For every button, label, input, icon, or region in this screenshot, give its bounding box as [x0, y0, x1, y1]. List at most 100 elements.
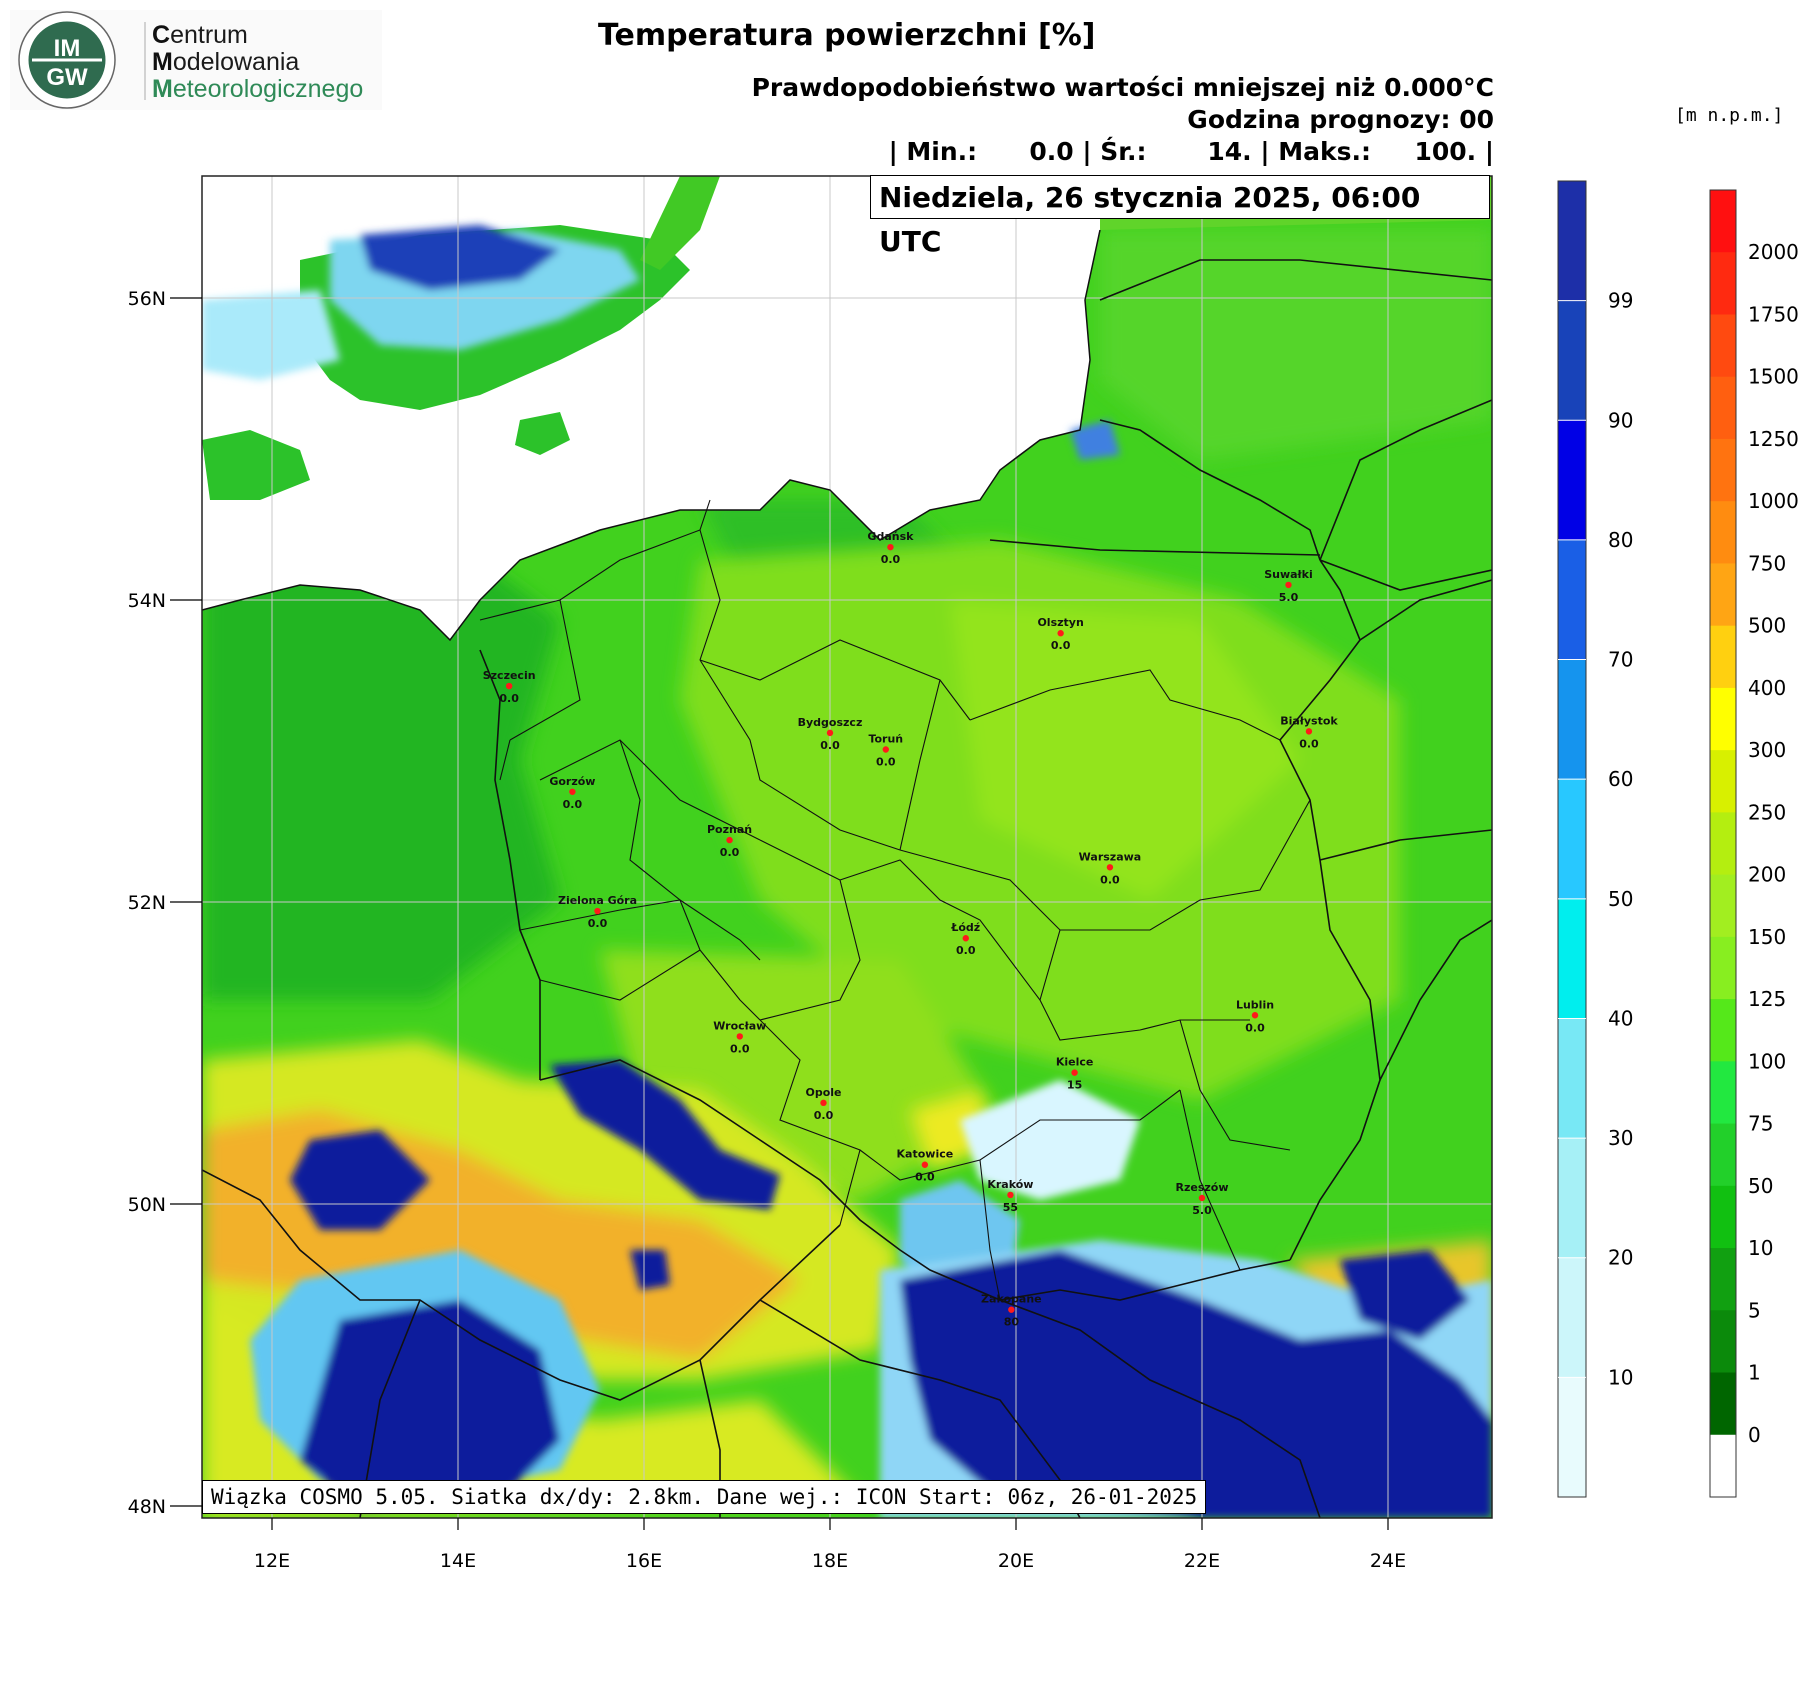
imgw-logo: IM GW Centrum Modelowania Meteorologiczn… — [10, 10, 382, 110]
city-value: 0.0 — [1299, 737, 1319, 750]
city-dot — [1071, 1069, 1078, 1076]
city-name: Szczecin — [483, 669, 536, 682]
elev-legend-label: 200 — [1748, 863, 1786, 887]
prob-legend-swatch — [1558, 1257, 1586, 1378]
elev-legend-label: 150 — [1748, 925, 1786, 949]
city-marker: Warszawa 0.0 — [1079, 850, 1142, 886]
city-marker: Katowice 0.0 — [897, 1148, 954, 1184]
elev-legend-swatch — [1710, 501, 1736, 564]
lon-label-24: 24E — [1370, 1550, 1406, 1572]
city-value: 5.0 — [1192, 1204, 1212, 1217]
city-marker: Suwałki 5.0 — [1264, 568, 1313, 604]
logo-line3: eteorologicznego — [172, 75, 364, 103]
map-field — [202, 176, 1492, 1518]
prob-legend-label: 90 — [1608, 408, 1633, 432]
city-marker: Łódź 0.0 — [950, 921, 980, 957]
city-marker: Olsztyn 0.0 — [1037, 616, 1083, 652]
city-name: Wrocław — [713, 1019, 766, 1032]
city-dot — [1198, 1194, 1206, 1202]
prob-legend-label: 70 — [1608, 648, 1633, 672]
danish-islands — [202, 430, 310, 500]
elev-legend-swatch — [1710, 874, 1736, 938]
city-value: 0.0 — [1100, 873, 1120, 886]
city-marker: Zakopane 80 — [981, 1293, 1042, 1329]
city-value: 0.0 — [881, 553, 901, 566]
city-value: 80 — [1004, 1316, 1020, 1329]
city-name: Poznań — [707, 823, 752, 836]
city-dot — [820, 1099, 827, 1107]
prob-legend-swatch — [1558, 898, 1586, 1019]
city-marker: Kraków 55 — [987, 1178, 1033, 1214]
elev-legend-swatch — [1710, 750, 1736, 813]
city-name: Warszawa — [1079, 850, 1142, 863]
date-label: Niedziela, 26 stycznia 2025, 06:00 UTC — [870, 175, 1490, 258]
city-dot — [921, 1161, 929, 1168]
lon-label-14: 14E — [440, 1550, 476, 1572]
city-dot — [569, 788, 576, 795]
elev-legend-label: 250 — [1748, 800, 1786, 824]
city-dot — [1008, 1306, 1015, 1313]
city-marker: Wrocław 0.0 — [713, 1019, 766, 1055]
lon-label-18: 18E — [812, 1550, 848, 1572]
logo-text: Centrum Modelowania Meteorologicznego — [152, 22, 363, 103]
lon-label-12: 12E — [254, 1550, 290, 1572]
logo-line1: entrum — [170, 21, 248, 49]
prob-legend-swatch — [1558, 1377, 1586, 1498]
lat-label-56: 56N — [128, 288, 166, 310]
elev-legend-swatch — [1710, 376, 1736, 440]
elev-legend-label: 50 — [1748, 1174, 1773, 1198]
graticule — [202, 176, 1492, 1518]
city-value: 0.0 — [1245, 1021, 1265, 1034]
prob-legend-swatch — [1558, 1138, 1586, 1259]
city-value: 55 — [1003, 1201, 1018, 1214]
lagoon-probability — [1070, 420, 1120, 460]
high-probability-areas — [250, 1060, 1492, 1518]
city-value: 0.0 — [956, 944, 976, 957]
city-dot — [1305, 728, 1313, 735]
city-value: 0.0 — [720, 846, 740, 859]
city-value: 0.0 — [876, 755, 896, 768]
elev-legend-swatch — [1710, 314, 1736, 378]
logo-line3-cap: M — [152, 75, 173, 103]
city-marker: Kielce 15 — [1056, 1056, 1094, 1092]
city-value: 0.0 — [1051, 639, 1071, 652]
elev-legend-label: 1 — [1748, 1361, 1761, 1385]
elev-legend-label: 2000 — [1748, 240, 1799, 264]
elevation-legend: 2000175015001250100075050040030025020015… — [1709, 189, 1799, 1498]
elev-legend-swatch — [1710, 1434, 1736, 1498]
elev-legend-frame — [1709, 189, 1737, 1498]
prob-legend-label: 50 — [1608, 887, 1633, 911]
city-marker: Zielona Góra 0.0 — [558, 894, 637, 930]
elev-legend-swatch — [1710, 625, 1736, 689]
city-value: 0.0 — [730, 1042, 750, 1055]
city-name: Rzeszów — [1175, 1181, 1228, 1194]
lat-labels: 56N 54N 52N 50N 48N — [128, 288, 166, 1518]
prob-legend-label: 10 — [1608, 1365, 1633, 1389]
map-subtitle: Prawdopodobieństwo wartości mniejszej ni… — [751, 73, 1494, 102]
lat-label-52: 52N — [128, 892, 166, 914]
lon-labels: 12E 14E 16E 18E 20E 22E 24E — [254, 1550, 1406, 1572]
prob-legend-label: 60 — [1608, 767, 1633, 791]
city-value: 0.0 — [563, 798, 583, 811]
city-dot — [736, 1033, 743, 1040]
city-value: 0.0 — [915, 1171, 935, 1184]
prob-legend-swatch — [1558, 1018, 1586, 1139]
voivodeship-borders — [479, 499, 1311, 1301]
prob-legend-swatch — [1558, 420, 1586, 541]
elev-legend-label: 400 — [1748, 676, 1786, 700]
map-title: Temperatura powierzchni [%] — [598, 18, 1096, 53]
dark-green-areas — [202, 230, 1492, 1000]
city-marker: Lublin 0.0 — [1236, 998, 1274, 1034]
elev-legend-swatch — [1710, 1123, 1736, 1187]
city-dot — [962, 935, 969, 942]
elev-legend-label: 500 — [1748, 614, 1786, 638]
city-name: Katowice — [897, 1148, 954, 1161]
probability-legend: 99 90 80 70 60 50 40 30 20 10 — [1557, 180, 1633, 1498]
elev-legend-label: 0 — [1748, 1423, 1761, 1447]
lon-label-22: 22E — [1184, 1550, 1220, 1572]
map-frame — [201, 175, 1493, 1519]
lon-label-16: 16E — [626, 1550, 662, 1572]
prob-legend-swatch — [1558, 181, 1586, 302]
elev-legend-swatch — [1710, 1061, 1736, 1125]
